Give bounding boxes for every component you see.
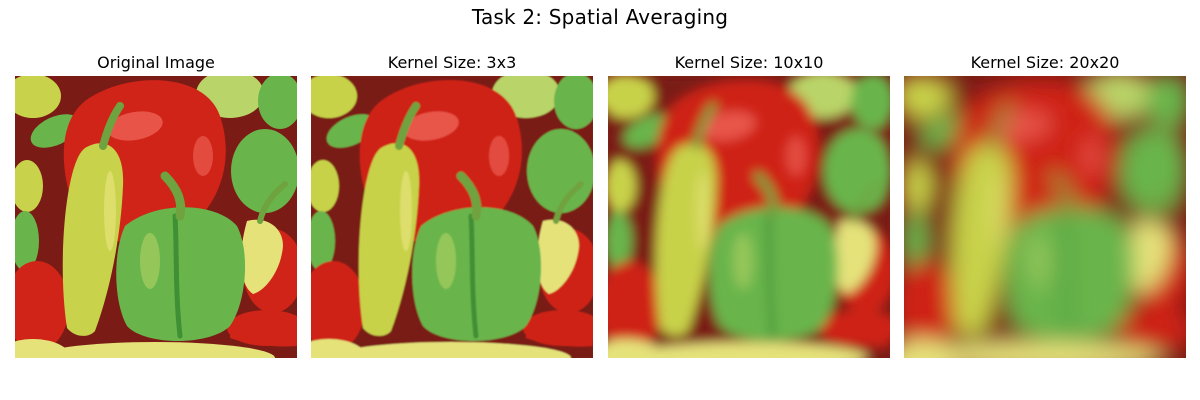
green-pepper-top-right: [1147, 76, 1186, 129]
long-pepper-stem: [395, 102, 420, 150]
long-pepper-highlight: [104, 171, 116, 251]
long-pepper-highlight: [697, 171, 709, 251]
green-pepper-stem: [456, 171, 482, 221]
red-pepper-highlight-side: [1082, 136, 1102, 176]
peppers-image: [608, 76, 890, 358]
yellow-pepper-top-left: [904, 76, 950, 118]
small-yellow-pepper-right: [537, 219, 579, 294]
green-pepper-stem: [1049, 171, 1075, 221]
panel-image-kernel-3x3: [311, 76, 593, 358]
yellow-pepper-bottom: [924, 342, 1164, 358]
yellow-pepper-bottom: [331, 342, 571, 358]
image-content: [904, 76, 1186, 358]
red-pepper-highlight-side: [786, 136, 806, 176]
long-pepper-stem: [988, 102, 1013, 150]
yellow-pepper-left: [15, 160, 43, 212]
green-pepper-top-right: [554, 76, 593, 129]
small-pepper-stem: [850, 181, 881, 224]
red-pepper-highlight: [403, 111, 459, 141]
green-pepper-top-right: [258, 76, 297, 129]
green-pepper-left: [904, 211, 928, 271]
panel-image-kernel-20x20: [904, 76, 1186, 358]
green-pepper-fold: [765, 213, 776, 339]
panel-image-kernel-10x10: [608, 76, 890, 358]
red-pepper-highlight-side: [193, 136, 213, 176]
red-pepper-highlight: [107, 111, 163, 141]
panel-image-original: [15, 76, 297, 358]
green-pepper-left: [311, 211, 335, 271]
small-pepper-stem: [257, 181, 288, 224]
panel-title: Original Image: [97, 53, 215, 72]
green-pepper-stem: [753, 171, 779, 221]
panel-title: Kernel Size: 10x10: [674, 53, 824, 72]
small-yellow-pepper-right: [241, 219, 283, 294]
long-pepper-stem: [692, 102, 717, 150]
figure-title: Task 2: Spatial Averaging: [471, 5, 729, 29]
yellow-pepper-bottom: [628, 342, 868, 358]
small-pepper-stem: [1146, 181, 1177, 224]
panel-kernel-3x3: Kernel Size: 3x3: [311, 52, 593, 358]
small-yellow-pepper-right: [834, 219, 876, 294]
long-pepper-stem: [99, 102, 124, 150]
image-content: [311, 76, 593, 358]
green-pepper-stem: [160, 171, 186, 221]
green-pepper-highlight: [436, 233, 456, 289]
peppers-image: [904, 76, 1186, 358]
red-pepper-highlight-side: [489, 136, 509, 176]
long-pepper-highlight: [993, 171, 1005, 251]
small-red-pepper: [526, 318, 593, 347]
yellow-pepper-left: [904, 160, 932, 212]
green-pepper-right: [231, 129, 297, 213]
green-pepper-fold: [172, 213, 183, 339]
green-pepper-left: [608, 211, 632, 271]
yellow-pepper-left: [311, 160, 339, 212]
red-pepper-bottom-left: [608, 261, 662, 351]
yellow-pepper-left: [608, 160, 636, 212]
panel-title: Kernel Size: 20x20: [970, 53, 1120, 72]
yellow-pepper-bottom: [35, 342, 275, 358]
panel-kernel-20x20: Kernel Size: 20x20: [904, 52, 1186, 358]
panel-title: Kernel Size: 3x3: [387, 53, 517, 72]
peppers-image: [311, 76, 593, 358]
green-pepper-highlight: [733, 233, 753, 289]
red-pepper-highlight: [996, 111, 1052, 141]
yellow-pepper-top-left: [311, 76, 357, 118]
green-pepper-right: [1120, 129, 1186, 213]
panel-kernel-10x10: Kernel Size: 10x10: [608, 52, 890, 358]
yellow-pepper-top-left: [608, 76, 654, 118]
small-red-pepper: [230, 318, 297, 347]
green-pepper-top-right: [851, 76, 890, 129]
yellow-pepper-top-left: [15, 76, 61, 118]
green-pepper-right: [824, 129, 890, 213]
green-pepper-right: [527, 129, 593, 213]
red-pepper-bottom-left: [311, 261, 365, 351]
red-pepper-bottom-left: [15, 261, 69, 351]
image-content: [15, 76, 297, 358]
green-pepper-highlight: [140, 233, 160, 289]
green-pepper-fold: [1061, 213, 1072, 339]
small-yellow-pepper-right: [1130, 219, 1172, 294]
green-pepper-left: [15, 211, 39, 271]
image-content: [608, 76, 890, 358]
small-red-pepper: [823, 318, 890, 347]
peppers-image: [15, 76, 297, 358]
small-red-pepper: [1119, 318, 1186, 347]
long-pepper-highlight: [400, 171, 412, 251]
green-pepper-highlight: [1029, 233, 1049, 289]
panel-original: Original Image: [15, 52, 297, 358]
green-pepper-fold: [468, 213, 479, 339]
small-pepper-stem: [553, 181, 584, 224]
red-pepper-highlight: [700, 111, 756, 141]
red-pepper-bottom-left: [904, 261, 958, 351]
